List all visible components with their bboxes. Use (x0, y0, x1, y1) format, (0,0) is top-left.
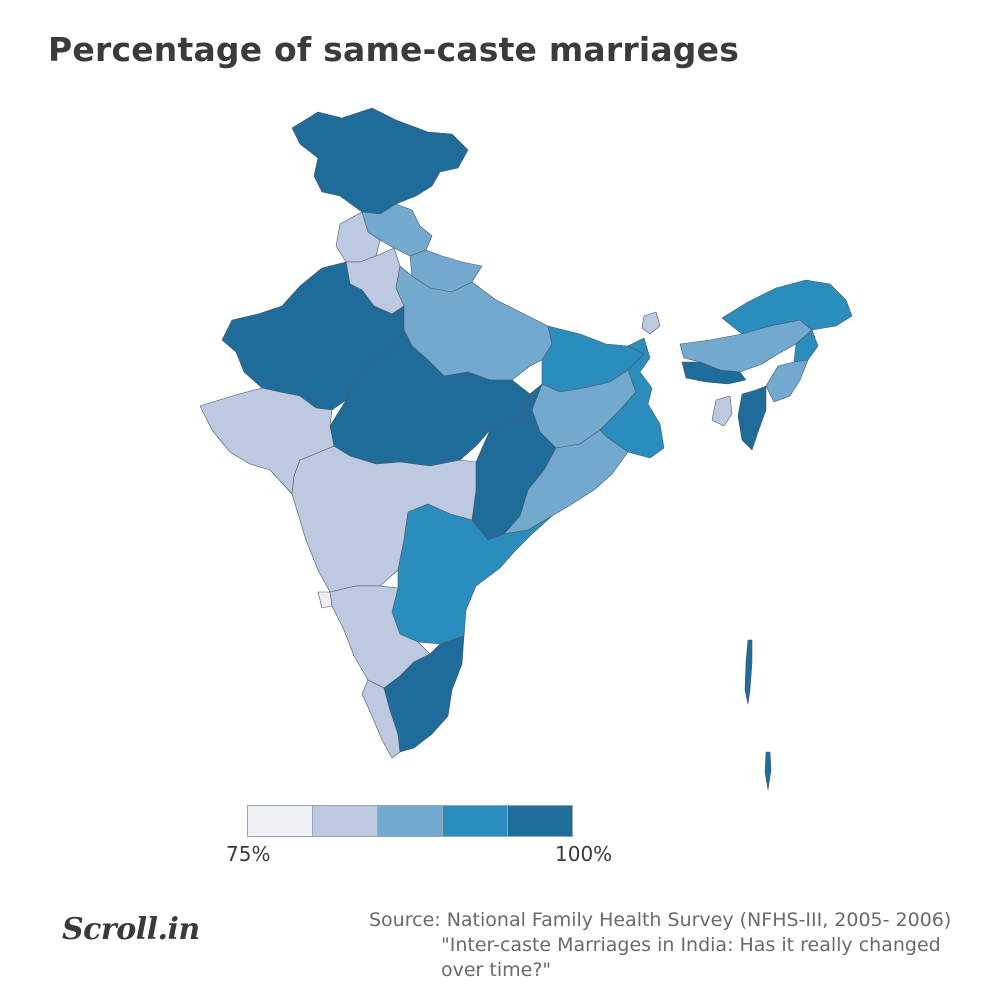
map-title: Percentage of same-caste marriages (48, 30, 740, 69)
source-line-2: "Inter-caste Marriages in India: Has it … (441, 934, 941, 956)
region-mizoram (737, 385, 767, 451)
legend-max-label: 100% (555, 842, 613, 866)
region-sikkim (641, 311, 661, 335)
legend-swatch-4 (442, 805, 508, 837)
region-odisha (503, 429, 629, 535)
region-tamil-nadu (383, 635, 465, 753)
source-line-1: Source: National Family Health Survey (N… (369, 909, 952, 931)
color-legend (247, 805, 573, 837)
region-arunachal-pradesh (721, 279, 853, 335)
region-manipur (765, 359, 809, 403)
legend-swatch-2 (312, 805, 378, 837)
legend-min-label: 75% (226, 842, 271, 866)
legend-swatch-3 (377, 805, 443, 837)
region-nagaland (793, 329, 819, 363)
region-west-bengal (599, 337, 665, 459)
region-meghalaya (681, 361, 747, 385)
legend-swatch-1 (247, 805, 313, 837)
region-jammu-kashmir (291, 107, 469, 215)
legend-swatch-5 (507, 805, 573, 837)
source-note: Source: National Family Health Survey (N… (369, 908, 969, 983)
region-tripura (711, 395, 733, 427)
region-andaman-nicobar (744, 639, 772, 791)
source-line-3: over time?" (441, 959, 552, 981)
region-goa (317, 591, 333, 609)
scroll-logo: Scroll.in (62, 912, 200, 947)
